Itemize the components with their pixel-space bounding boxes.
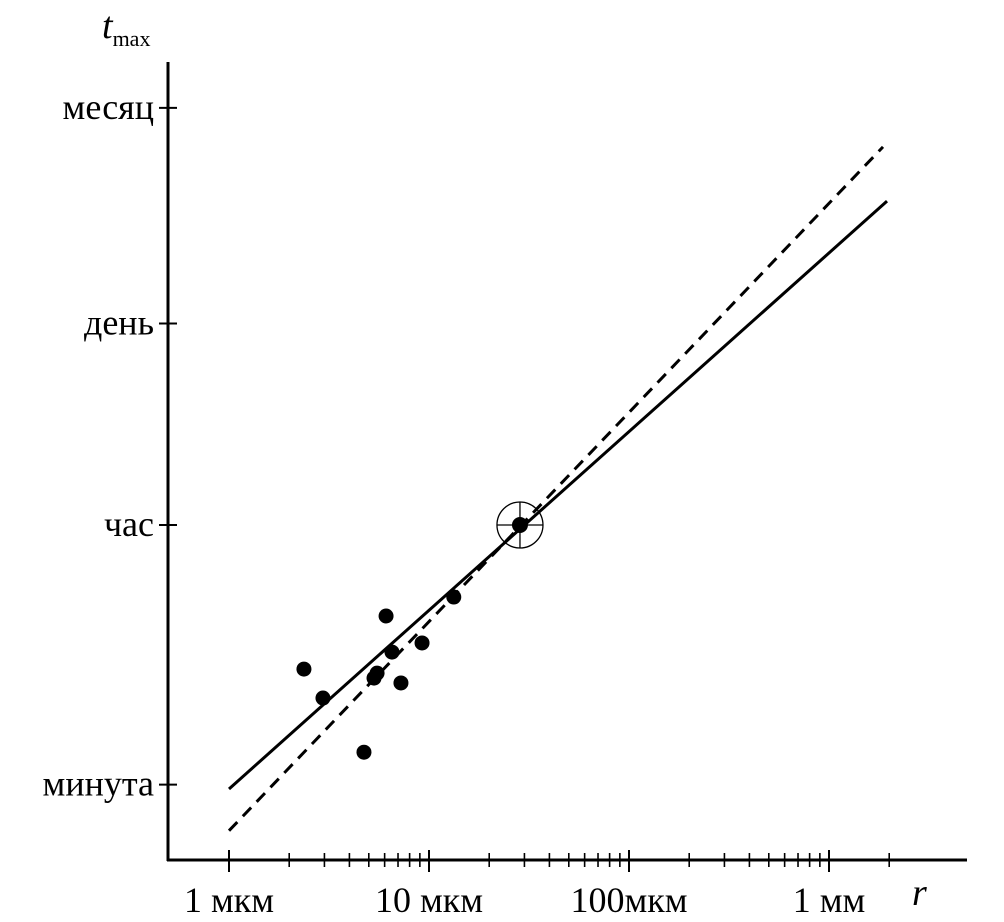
data-point <box>296 661 312 677</box>
data-point <box>315 690 331 706</box>
y-tick-label: час <box>104 504 154 544</box>
x-tick-label: 100мкм <box>570 880 687 920</box>
data-point <box>414 635 430 651</box>
highlighted-point <box>496 501 544 549</box>
data-point <box>378 608 394 624</box>
data-points <box>296 501 544 760</box>
y-ticks: минута час день месяц <box>43 87 177 804</box>
data-point <box>369 665 385 681</box>
x-tick-label: 1 мм <box>793 880 866 920</box>
fit-solid-line <box>228 200 889 791</box>
fit-dashed-line <box>227 145 885 832</box>
y-tick-label: минута <box>43 764 154 804</box>
data-point <box>356 744 372 760</box>
y-axis-label: tmax <box>102 5 150 51</box>
data-point <box>384 644 400 660</box>
data-point <box>446 589 462 605</box>
y-tick-label: месяц <box>63 87 154 127</box>
x-tick-label: 1 мкм <box>184 880 274 920</box>
y-tick-label: день <box>84 302 154 342</box>
data-point <box>393 675 409 691</box>
fit-lines <box>227 145 889 832</box>
x-ticks: 1 мкм 10 мкм 100мкм 1 мм <box>184 850 891 920</box>
x-tick-label: 10 мкм <box>375 880 483 920</box>
x-axis-label: r <box>912 872 927 914</box>
